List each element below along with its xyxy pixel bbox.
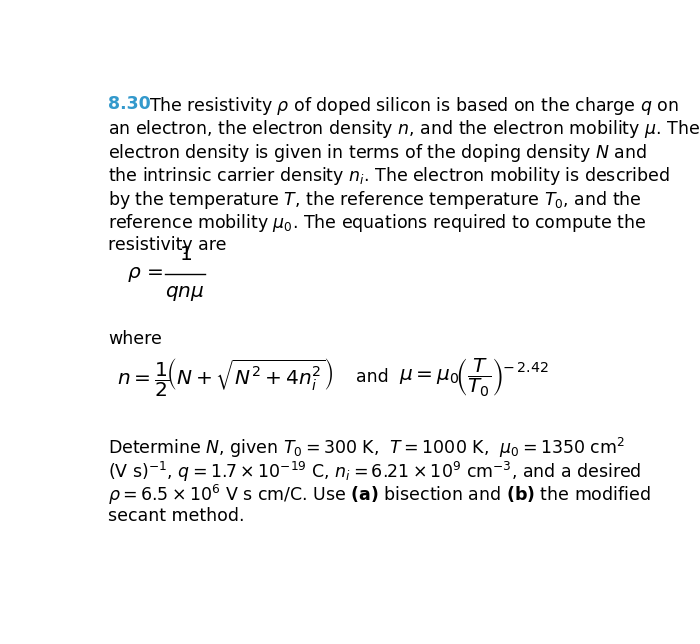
Text: Determine $N$, given $T_0 = 300$ K,  $T = 1000$ K,  $\mu_0 = 1350$ cm$^2$: Determine $N$, given $T_0 = 300$ K, $T =… [108,436,625,460]
Text: $\mu = \mu_0\!\left(\dfrac{T}{T_0}\right)^{\!\!-2.42}$: $\mu = \mu_0\!\left(\dfrac{T}{T_0}\right… [400,356,550,398]
Text: $1$: $1$ [178,245,192,265]
Text: The resistivity $\rho$ of doped silicon is based on the charge $q$ on: The resistivity $\rho$ of doped silicon … [149,95,678,117]
Text: 8.30: 8.30 [108,95,151,113]
Text: $\rho\, =\,$: $\rho\, =\,$ [127,265,163,284]
Text: (V s)$^{-1}$, $q = 1.7 \times 10^{-19}$ C, $n_i = 6.21 \times 10^9$ cm$^{-3}$, a: (V s)$^{-1}$, $q = 1.7 \times 10^{-19}$ … [108,460,642,484]
Text: secant method.: secant method. [108,507,244,525]
Text: and: and [356,368,389,386]
Text: by the temperature $T$, the reference temperature $T_0$, and the: by the temperature $T$, the reference te… [108,189,642,211]
Text: $n = \dfrac{1}{2}\!\left(N + \sqrt{N^2 + 4n_i^2}\right)$: $n = \dfrac{1}{2}\!\left(N + \sqrt{N^2 +… [118,356,334,399]
Text: the intrinsic carrier density $n_i$. The electron mobility is described: the intrinsic carrier density $n_i$. The… [108,166,670,187]
Text: where: where [108,330,162,348]
Text: $qn\mu$: $qn\mu$ [165,284,205,303]
Text: reference mobility $\mu_0$. The equations required to compute the: reference mobility $\mu_0$. The equation… [108,213,646,234]
Text: an electron, the electron density $n$, and the electron mobility $\mu$. The: an electron, the electron density $n$, a… [108,118,700,140]
Text: electron density is given in terms of the doping density $N$ and: electron density is given in terms of th… [108,142,647,164]
Text: resistivity are: resistivity are [108,236,227,254]
Text: $\rho = 6.5 \times 10^6$ V s cm/C. Use $\mathbf{(a)}$ bisection and $\mathbf{(b): $\rho = 6.5 \times 10^6$ V s cm/C. Use $… [108,483,651,507]
